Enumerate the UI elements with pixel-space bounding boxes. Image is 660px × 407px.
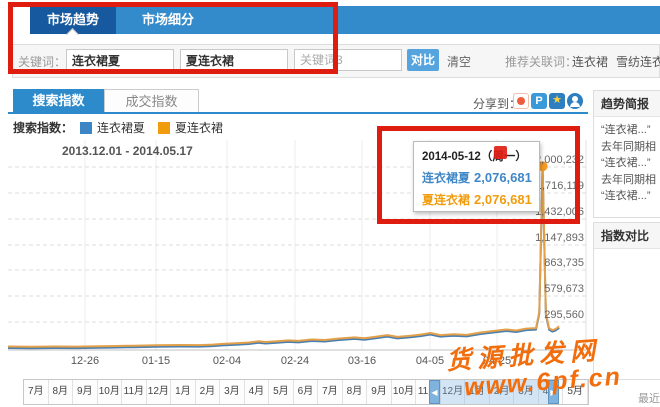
slider-handle-left[interactable]: ◀: [429, 380, 440, 404]
legend-swatch-orange: [158, 122, 170, 134]
month-cell[interactable]: 8月: [343, 380, 368, 404]
month-cell[interactable]: 5月: [269, 380, 294, 404]
suggest-link[interactable]: 连衣裙: [572, 55, 609, 69]
legend-label: 搜索指数：: [13, 121, 74, 135]
suggested-keywords-label: 推荐关联词：: [505, 55, 578, 69]
chart-tooltip: 2014-05-12（周一） 连衣裙夏 2,076,681 夏连衣裙 2,076,68…: [413, 141, 540, 212]
month-cell[interactable]: 5月: [563, 380, 588, 404]
month-cell[interactable]: 7月: [24, 380, 49, 404]
x-tick-label: 03-16: [347, 355, 377, 367]
index-compare-title: 指数对比: [594, 223, 660, 249]
month-cell[interactable]: 1月: [171, 380, 196, 404]
month-cell[interactable]: 8月: [49, 380, 74, 404]
y-tick-label: 1,716,119: [535, 180, 584, 192]
tabs-underline: [8, 112, 588, 114]
legend-item-2: 夏连衣裙: [158, 119, 223, 136]
month-range-slider[interactable]: 7月 8月 9月 10月 11月 12月 1月 2月 3月 4月 5月 6月 7月 8月 9月 10月 11月 1…: [23, 379, 589, 405]
x-tick-label: 01-15: [141, 355, 171, 367]
month-cell[interactable]: 10月: [392, 380, 417, 404]
month-cell[interactable]: 11月: [416, 380, 441, 404]
y-tick-label: 2,000,232: [535, 154, 584, 166]
renren-icon[interactable]: [567, 93, 583, 109]
y-tick-label: 579,673: [544, 283, 584, 295]
qzone-icon[interactable]: ★: [549, 93, 565, 109]
tooltip-row: 夏连衣裙 2,076,681: [422, 192, 532, 207]
y-tick-label: 295,560: [544, 309, 584, 321]
sidebar-footer-note: 最近: [638, 393, 660, 405]
weibo-icon[interactable]: [513, 93, 529, 109]
x-tick-label: 04-05: [415, 355, 445, 367]
x-tick-label: 02-04: [212, 355, 242, 367]
clear-link[interactable]: 清空: [447, 55, 472, 69]
index-compare-panel: 指数对比: [593, 222, 660, 380]
month-cells: 7月 8月 9月 10月 11月 12月 1月 2月 3月 4月 5月 6月 7月 8月 9月 10月 11月 1…: [24, 380, 588, 404]
chart-date-range: 2013.12.01 - 2014.05.17: [62, 144, 193, 158]
brief-line: 去年同期相: [601, 173, 656, 186]
top-nav-bar: [30, 6, 660, 34]
x-tick-label: 12-26: [70, 355, 100, 367]
tab-market-trend[interactable]: 市场趋势: [30, 6, 116, 34]
brief-line: “连衣裙...”: [601, 157, 651, 169]
red-scribble-mark: [494, 146, 507, 159]
month-cell[interactable]: 2月: [196, 380, 221, 404]
month-cell[interactable]: 7月: [318, 380, 343, 404]
tab-market-segment[interactable]: 市场细分: [141, 12, 194, 27]
y-tick-label: 1,432,006: [535, 206, 584, 218]
brief-line: 去年同期相: [601, 140, 656, 153]
y-tick-label: 1,147,893: [535, 232, 584, 244]
month-cell[interactable]: 4月: [245, 380, 270, 404]
tab-deal-index[interactable]: 成交指数: [104, 89, 199, 113]
trend-brief-title: 趋势简报: [594, 91, 660, 117]
y-tick-label: 863,735: [544, 257, 584, 269]
slider-handle-right[interactable]: ▶: [548, 380, 559, 404]
month-cell[interactable]: 2月: [490, 380, 515, 404]
share-to-label: 分享到：: [473, 97, 522, 111]
keyword-input-1[interactable]: [66, 49, 174, 71]
compare-button[interactable]: 对比: [407, 49, 439, 71]
trend-brief-panel: 趋势简报 “连衣裙...” 去年同期相 “连衣裙...” 去年同期相 “连衣裙...”: [593, 90, 660, 218]
legend-item-1: 连衣裙夏: [80, 119, 145, 136]
pengyou-icon[interactable]: P: [531, 93, 547, 109]
month-cell[interactable]: 10月: [98, 380, 123, 404]
tooltip-date: 2014-05-12（周一）: [422, 151, 527, 163]
brief-line: “连衣裙...”: [601, 124, 651, 136]
selected-range[interactable]: [429, 380, 559, 404]
month-cell[interactable]: 6月: [294, 380, 319, 404]
x-tick-label: 02-24: [280, 355, 310, 367]
month-cell[interactable]: 12月: [441, 380, 466, 404]
month-cell[interactable]: 1月: [465, 380, 490, 404]
tooltip-row: 连衣裙夏 2,076,681: [422, 170, 532, 185]
month-cell[interactable]: 3月: [514, 380, 539, 404]
month-cell[interactable]: 9月: [367, 380, 392, 404]
month-cell[interactable]: 11月: [122, 380, 147, 404]
month-cell[interactable]: 9月: [73, 380, 98, 404]
tab-search-index[interactable]: 搜索指数: [13, 89, 104, 113]
brief-line: “连衣裙...”: [601, 190, 651, 202]
keyword-label: 关键词：: [18, 55, 67, 69]
keyword-input-3[interactable]: [294, 49, 402, 71]
legend-swatch-blue: [80, 122, 92, 134]
x-tick-label: 04-25: [482, 355, 512, 367]
suggest-link[interactable]: 雪纺连衣..: [616, 55, 660, 69]
month-cell[interactable]: 3月: [220, 380, 245, 404]
month-cell[interactable]: 12月: [147, 380, 172, 404]
keyword-input-2[interactable]: [180, 49, 288, 71]
